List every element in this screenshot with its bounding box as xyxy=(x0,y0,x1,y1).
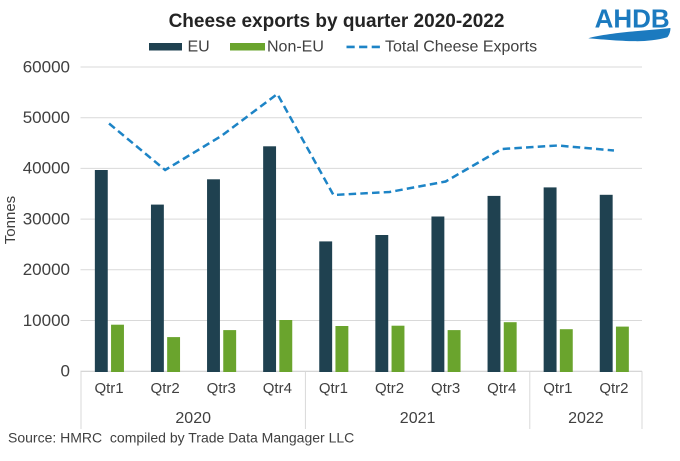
svg-text:2020: 2020 xyxy=(175,410,211,427)
svg-text:60000: 60000 xyxy=(23,57,70,76)
svg-text:Cheese exports by quarter 2020: Cheese exports by quarter 2020-2022 xyxy=(169,11,505,32)
svg-text:Tonnes: Tonnes xyxy=(2,196,19,244)
svg-text:Qtr1: Qtr1 xyxy=(94,380,123,397)
svg-text:Non-EU: Non-EU xyxy=(267,38,324,55)
svg-text:Qtr1: Qtr1 xyxy=(543,380,572,397)
svg-text:2021: 2021 xyxy=(400,410,436,427)
svg-text:EU: EU xyxy=(188,38,210,55)
svg-text:AHDB: AHDB xyxy=(595,4,670,34)
svg-text:10000: 10000 xyxy=(23,311,70,330)
svg-text:2022: 2022 xyxy=(568,410,604,427)
svg-text:Qtr2: Qtr2 xyxy=(151,380,180,397)
svg-text:20000: 20000 xyxy=(23,260,70,279)
svg-text:0: 0 xyxy=(61,362,70,381)
svg-text:Qtr2: Qtr2 xyxy=(599,380,628,397)
svg-text:Qtr1: Qtr1 xyxy=(319,380,348,397)
svg-text:40000: 40000 xyxy=(23,159,70,178)
svg-text:Total Cheese Exports: Total Cheese Exports xyxy=(385,38,537,55)
svg-text:30000: 30000 xyxy=(23,209,70,228)
svg-text:Source: HMRC compiled by Trad: Source: HMRC compiled by Trade Data Mang… xyxy=(8,430,354,446)
svg-text:Qtr4: Qtr4 xyxy=(263,380,292,397)
svg-text:50000: 50000 xyxy=(23,108,70,127)
svg-text:Qtr2: Qtr2 xyxy=(375,380,404,397)
svg-text:Qtr3: Qtr3 xyxy=(207,380,236,397)
svg-text:Qtr4: Qtr4 xyxy=(487,380,516,397)
svg-text:Qtr3: Qtr3 xyxy=(431,380,460,397)
